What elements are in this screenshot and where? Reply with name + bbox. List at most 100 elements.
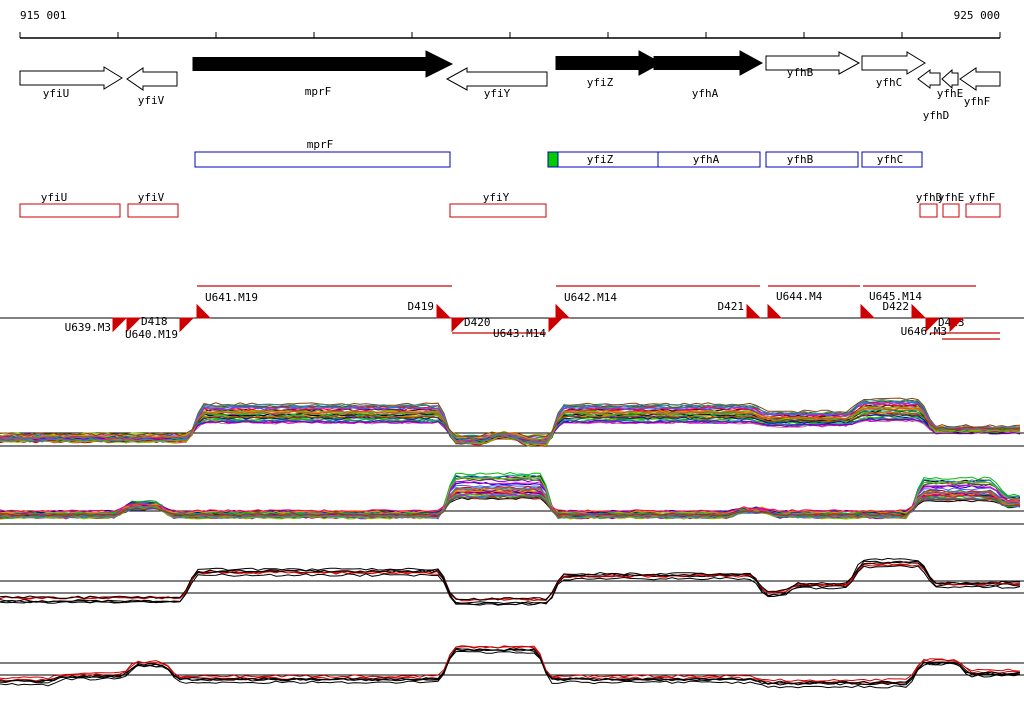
cds-label-yfiz: yfiZ: [587, 153, 614, 166]
primer-flag-u640-m19[interactable]: [179, 317, 195, 333]
primer-label-u642-m14: U642.M14: [564, 291, 617, 304]
expression-tracks: [0, 397, 1024, 689]
expression-track-1-line-20: [0, 403, 1021, 447]
primer-label-u644-m4: U644.M4: [776, 290, 823, 303]
expression-track-3-line-2: [0, 564, 1021, 602]
gene-label-yfhc: yfhC: [876, 76, 903, 89]
expression-track-4: [0, 645, 1024, 689]
cds-start-marker: [547, 151, 559, 168]
rna-box-yfhf[interactable]: [965, 203, 1001, 218]
ruler-scale: [19, 32, 1001, 39]
gene-label-yfiu: yfiU: [43, 87, 70, 100]
primer-flag-u644-m4[interactable]: [767, 303, 783, 319]
gene-label-yfiz: yfiZ: [587, 76, 614, 89]
gene-arrow-yfhc[interactable]: [861, 51, 926, 75]
gene-arrow-track: yfiU yfiV mprF yfiY yfiZ yfhA yfhB yfhC yfhD yfhE…: [19, 50, 1001, 122]
primer-label-u646-m3: U646.M3: [901, 325, 947, 338]
rna-label-yfiy: yfiY: [483, 191, 510, 204]
expression-track-3-line-6: [0, 561, 1021, 601]
primer-label-d420: D420: [464, 316, 491, 329]
expression-track-1: [0, 397, 1024, 447]
rna-box-yfiv[interactable]: [127, 203, 179, 218]
cds-box-yfhb[interactable]: [765, 151, 859, 168]
expression-track-3-line-4: [0, 560, 1021, 606]
primer-flag-u646-m3[interactable]: [949, 317, 965, 333]
cds-label-mprf: mprF: [307, 138, 334, 151]
cds-box-track: mprF yfiZ yfhA yfhB yfhC: [194, 138, 923, 168]
primer-label-u645-m14: U645.M14: [869, 290, 922, 303]
cds-label-yfhc: yfhC: [877, 153, 904, 166]
expression-track-4-line-6: [0, 648, 1021, 686]
primer-label-d422: D422: [883, 300, 910, 313]
gene-label-yfhd: yfhD: [923, 109, 950, 122]
expression-track-2: [0, 471, 1024, 525]
cds-box-yfha[interactable]: [657, 151, 761, 168]
gene-arrow-yfhf[interactable]: [959, 67, 1001, 91]
cds-box-yfhc[interactable]: [861, 151, 923, 168]
gene-label-yfhe: yfhE: [937, 87, 964, 100]
gene-arrow-yfhe[interactable]: [941, 68, 959, 90]
primer-flag-u641-m19[interactable]: [196, 303, 212, 319]
primer-flag-d420[interactable]: [451, 317, 467, 333]
expression-track-1-line-31: [0, 407, 1021, 446]
rna-label-yfhe: yfhE: [938, 191, 965, 204]
cds-label-yfha: yfhA: [693, 153, 720, 166]
expression-track-1-line-33: [0, 398, 1021, 444]
expression-track-2-line-32: [0, 487, 1021, 518]
primer-flag-d423[interactable]: [925, 317, 941, 333]
expression-track-1-line-32: [0, 406, 1021, 442]
gene-arrow-yfiz[interactable]: [555, 50, 663, 76]
primer-flag-u643-m14[interactable]: [548, 317, 564, 333]
cds-box-mprf[interactable]: [194, 151, 451, 168]
gene-arrow-yfiu[interactable]: [19, 66, 123, 90]
gene-label-yfhb: yfhB: [787, 66, 814, 79]
primer-flag-d418[interactable]: [126, 317, 142, 333]
primer-label-u641-m19: U641.M19: [205, 291, 258, 304]
expression-track-3-line-5: [0, 562, 1021, 602]
expression-track-4-line-5: [0, 645, 1021, 682]
expression-track-3: [0, 557, 1024, 606]
gene-arrow-yfha[interactable]: [653, 50, 764, 76]
primer-label-d421: D421: [718, 300, 745, 313]
primer-flag-d419[interactable]: [436, 303, 452, 319]
ruler-start-label: 915 001: [20, 9, 66, 22]
primer-label-u640-m19: U640.M19: [125, 328, 178, 341]
gene-label-yfiy: yfiY: [484, 87, 511, 100]
primer-flag-u642-m14[interactable]: [555, 303, 571, 319]
primer-flag-u645-m14[interactable]: [860, 303, 876, 319]
rna-box-yfiy[interactable]: [449, 203, 547, 218]
rna-label-yfiv: yfiV: [138, 191, 165, 204]
primer-flag-d422[interactable]: [911, 303, 927, 319]
rna-box-yfiu[interactable]: [19, 203, 121, 218]
primer-flag-d421[interactable]: [746, 303, 762, 319]
primer-label-d419: D419: [408, 300, 435, 313]
rna-label-yfiu: yfiU: [41, 191, 68, 204]
gene-label-yfhf: yfhF: [964, 95, 991, 108]
gene-arrow-yfiv[interactable]: [126, 67, 178, 91]
expression-track-2-line-33: [0, 486, 1021, 519]
expression-track-4-line-3: [0, 648, 1021, 686]
cds-label-yfhb: yfhB: [787, 153, 814, 166]
ruler-end-label: 925 000: [954, 9, 1000, 22]
gene-arrow-yfhb[interactable]: [765, 51, 861, 75]
primer-flag-u639-m3[interactable]: [112, 317, 128, 333]
gene-arrow-mprf[interactable]: [192, 50, 454, 78]
expression-track-2-line-25: [0, 489, 1021, 514]
gene-arrow-yfhd[interactable]: [917, 69, 941, 89]
rna-box-yfhd[interactable]: [919, 203, 938, 218]
gene-arrow-yfiy[interactable]: [445, 67, 548, 91]
rna-box-yfhe[interactable]: [942, 203, 960, 218]
expression-track-2-line-31: [0, 487, 1021, 520]
expression-track-1-line-34: [0, 412, 1020, 438]
gene-label-yfha: yfhA: [692, 87, 719, 100]
gene-label-mprf: mprF: [305, 85, 332, 98]
expression-track-2-line-28: [0, 492, 1021, 513]
primer-label-u643-m14: U643.M14: [493, 327, 546, 340]
primer-label-u639-m3: U639.M3: [65, 321, 111, 334]
gene-label-yfiv: yfiV: [138, 94, 165, 107]
expression-track-4-line-4: [0, 650, 1021, 685]
primer-label-d418: D418: [141, 315, 168, 328]
